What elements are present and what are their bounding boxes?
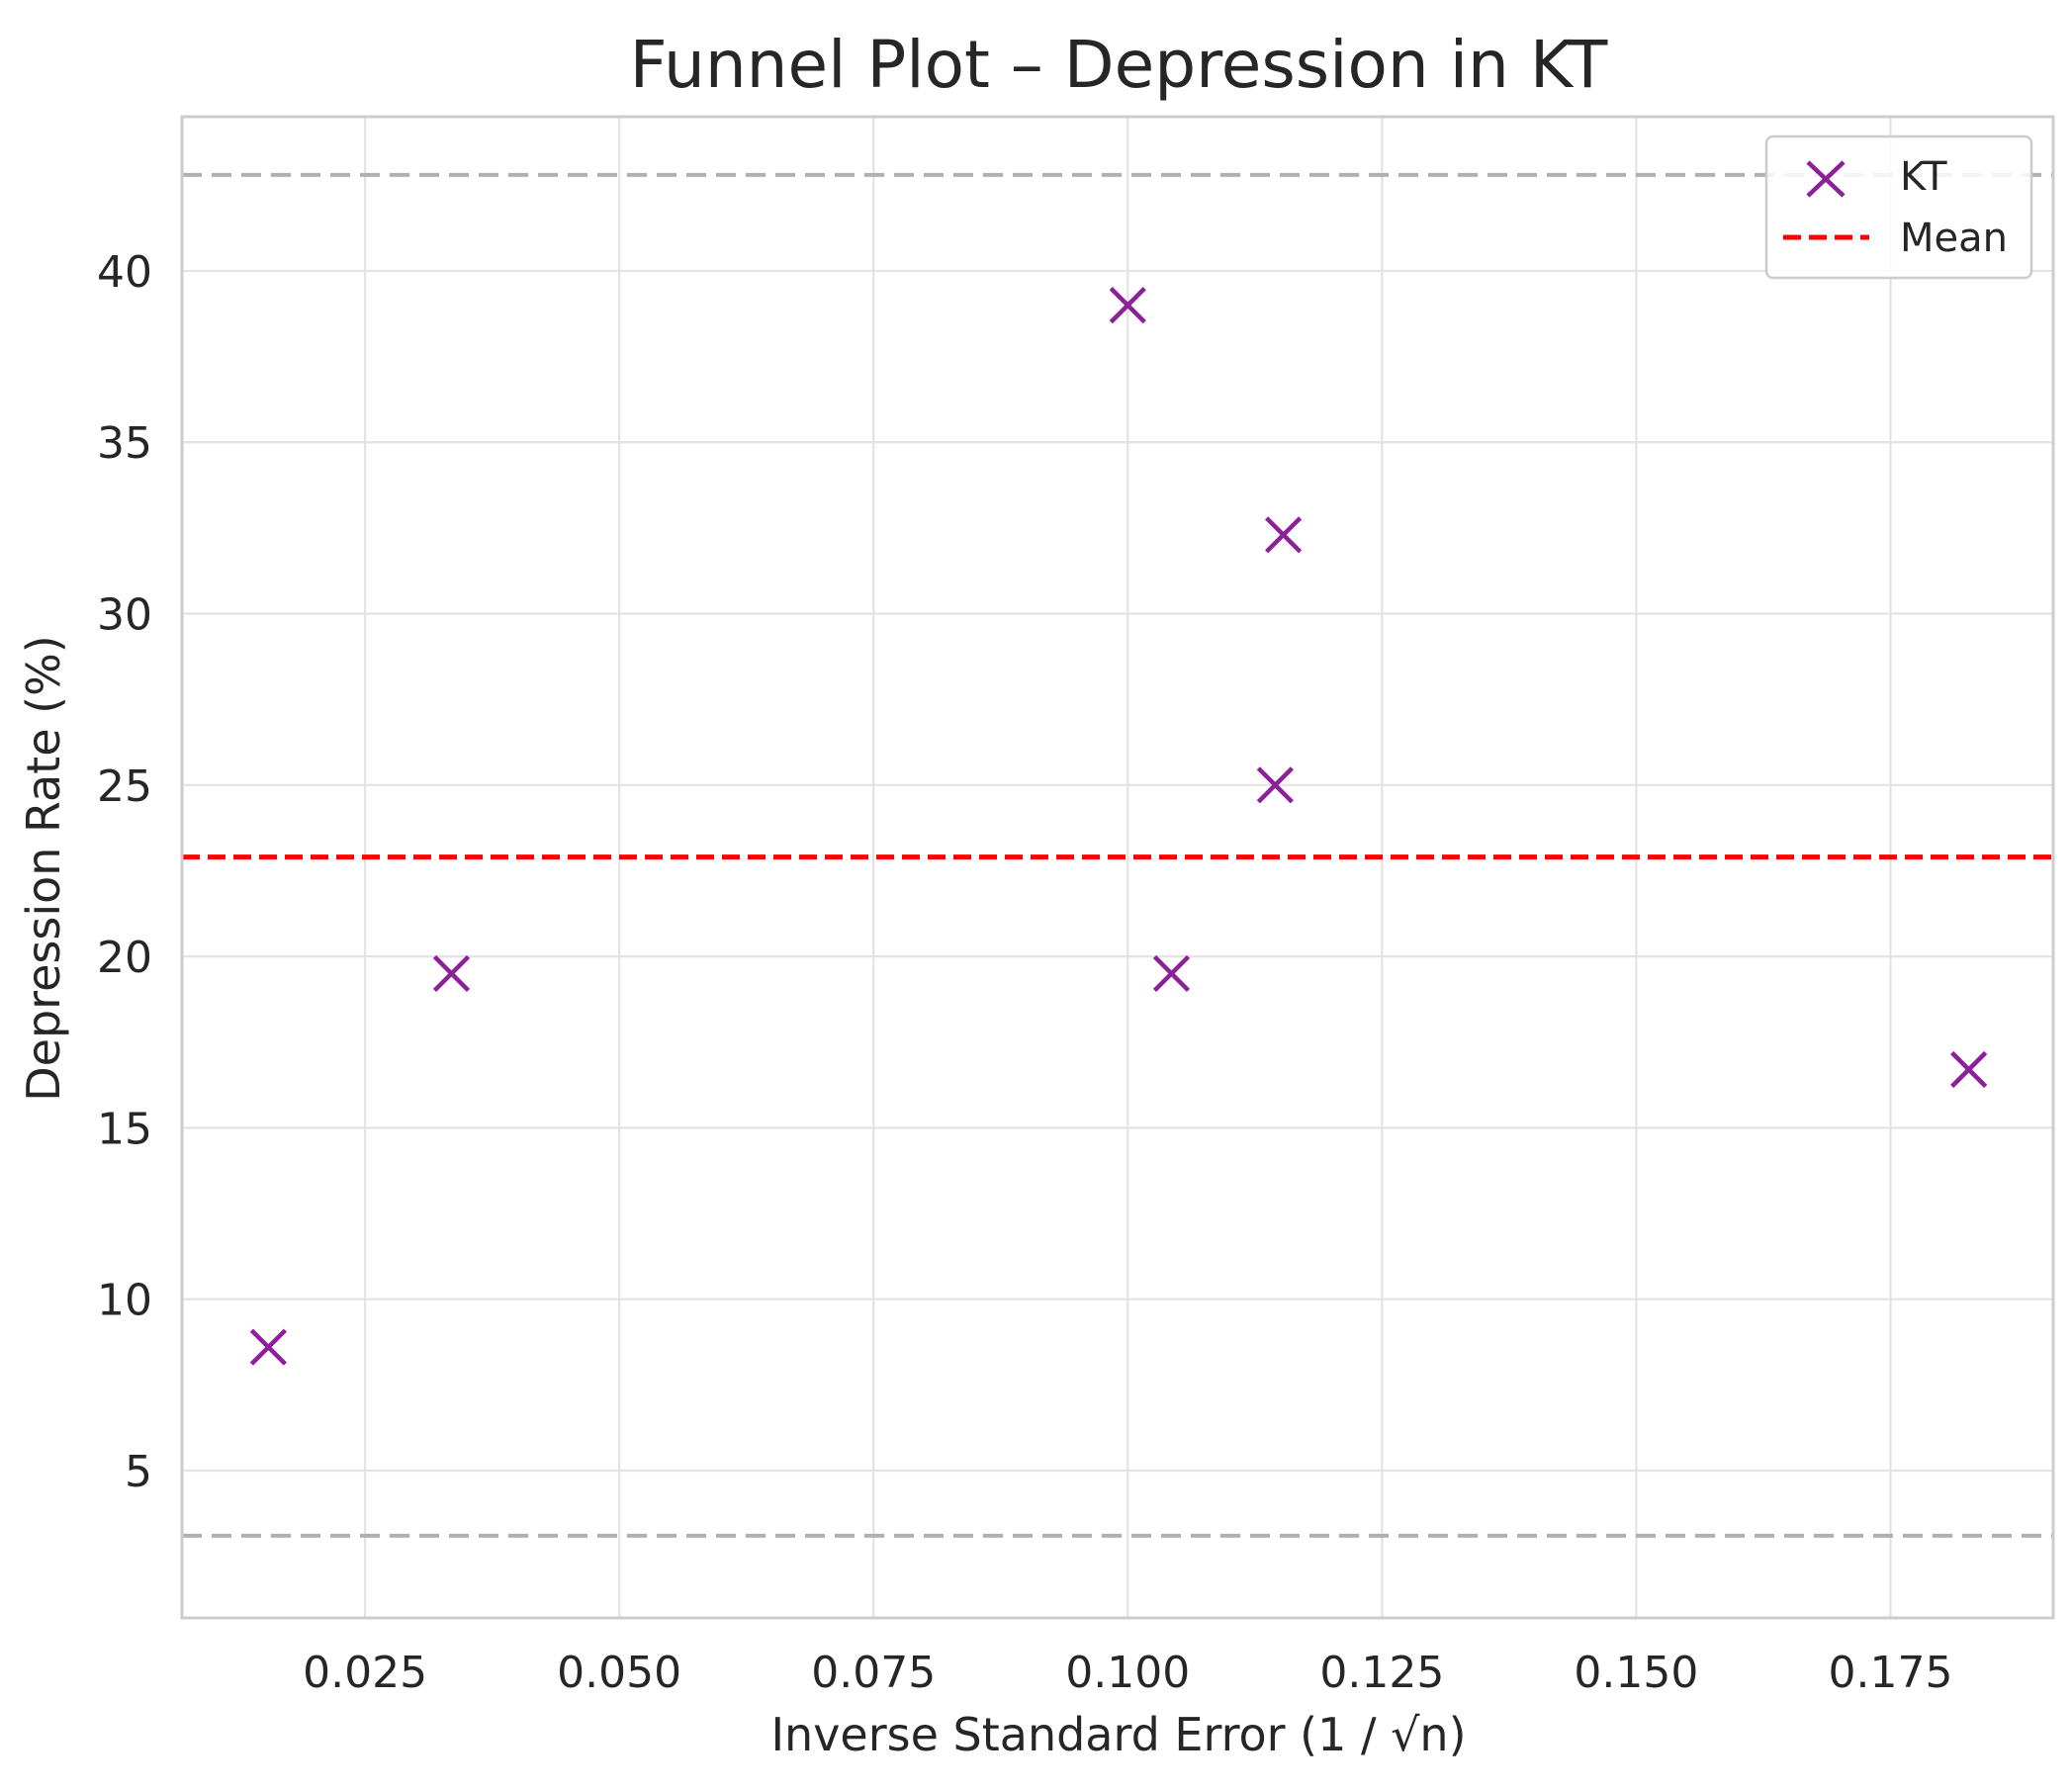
y-tick-label: 5: [125, 1447, 152, 1497]
data-point-marker: [1256, 766, 1294, 804]
chart-title: Funnel Plot – Depression in KT: [630, 27, 1608, 103]
y-tick-label: 25: [97, 761, 152, 812]
legend-mean-label: Mean: [1900, 216, 2008, 261]
x-tick-labels: 0.025 0.050 0.075 0.100 0.125 0.150 0.175: [303, 1648, 1952, 1698]
x-tick-label: 0.175: [1828, 1648, 1952, 1698]
data-point-marker: [249, 1328, 287, 1366]
plot-frame: [180, 115, 2055, 1620]
data-point-marker: [1265, 516, 1303, 554]
data-point-marker: [1950, 1050, 1988, 1089]
data-point-marker: [1152, 954, 1191, 993]
legend-kt-label: KT: [1900, 154, 1947, 200]
x-tick-label: 0.075: [811, 1648, 936, 1698]
x-tick-label: 0.025: [303, 1648, 427, 1698]
y-tick-label: 20: [97, 933, 152, 983]
legend-kt-marker: [1806, 160, 1846, 198]
grid: [182, 117, 2053, 1618]
y-tick-label: 10: [97, 1276, 152, 1326]
data-point-marker: [1109, 287, 1146, 324]
legend[interactable]: KT Mean: [1764, 134, 2033, 280]
x-tick-label: 0.100: [1065, 1648, 1190, 1698]
data-points: [249, 287, 1988, 1366]
y-tick-label: 35: [97, 418, 152, 469]
funnel-bounds: [182, 172, 2053, 1538]
data-point-marker: [432, 954, 471, 993]
x-axis-label: Inverse Standard Error (1 / √n): [770, 1708, 1466, 1761]
x-tick-label: 0.050: [557, 1648, 681, 1698]
y-tick-label: 15: [97, 1104, 152, 1154]
y-axis-label: Depression Rate (%): [17, 635, 70, 1101]
x-tick-label: 0.150: [1574, 1648, 1698, 1698]
y-tick-label: 40: [97, 247, 152, 298]
y-tick-labels: 5 10 15 20 25 30 35 40: [97, 247, 152, 1497]
x-tick-label: 0.125: [1319, 1648, 1444, 1698]
y-tick-label: 30: [97, 590, 152, 641]
